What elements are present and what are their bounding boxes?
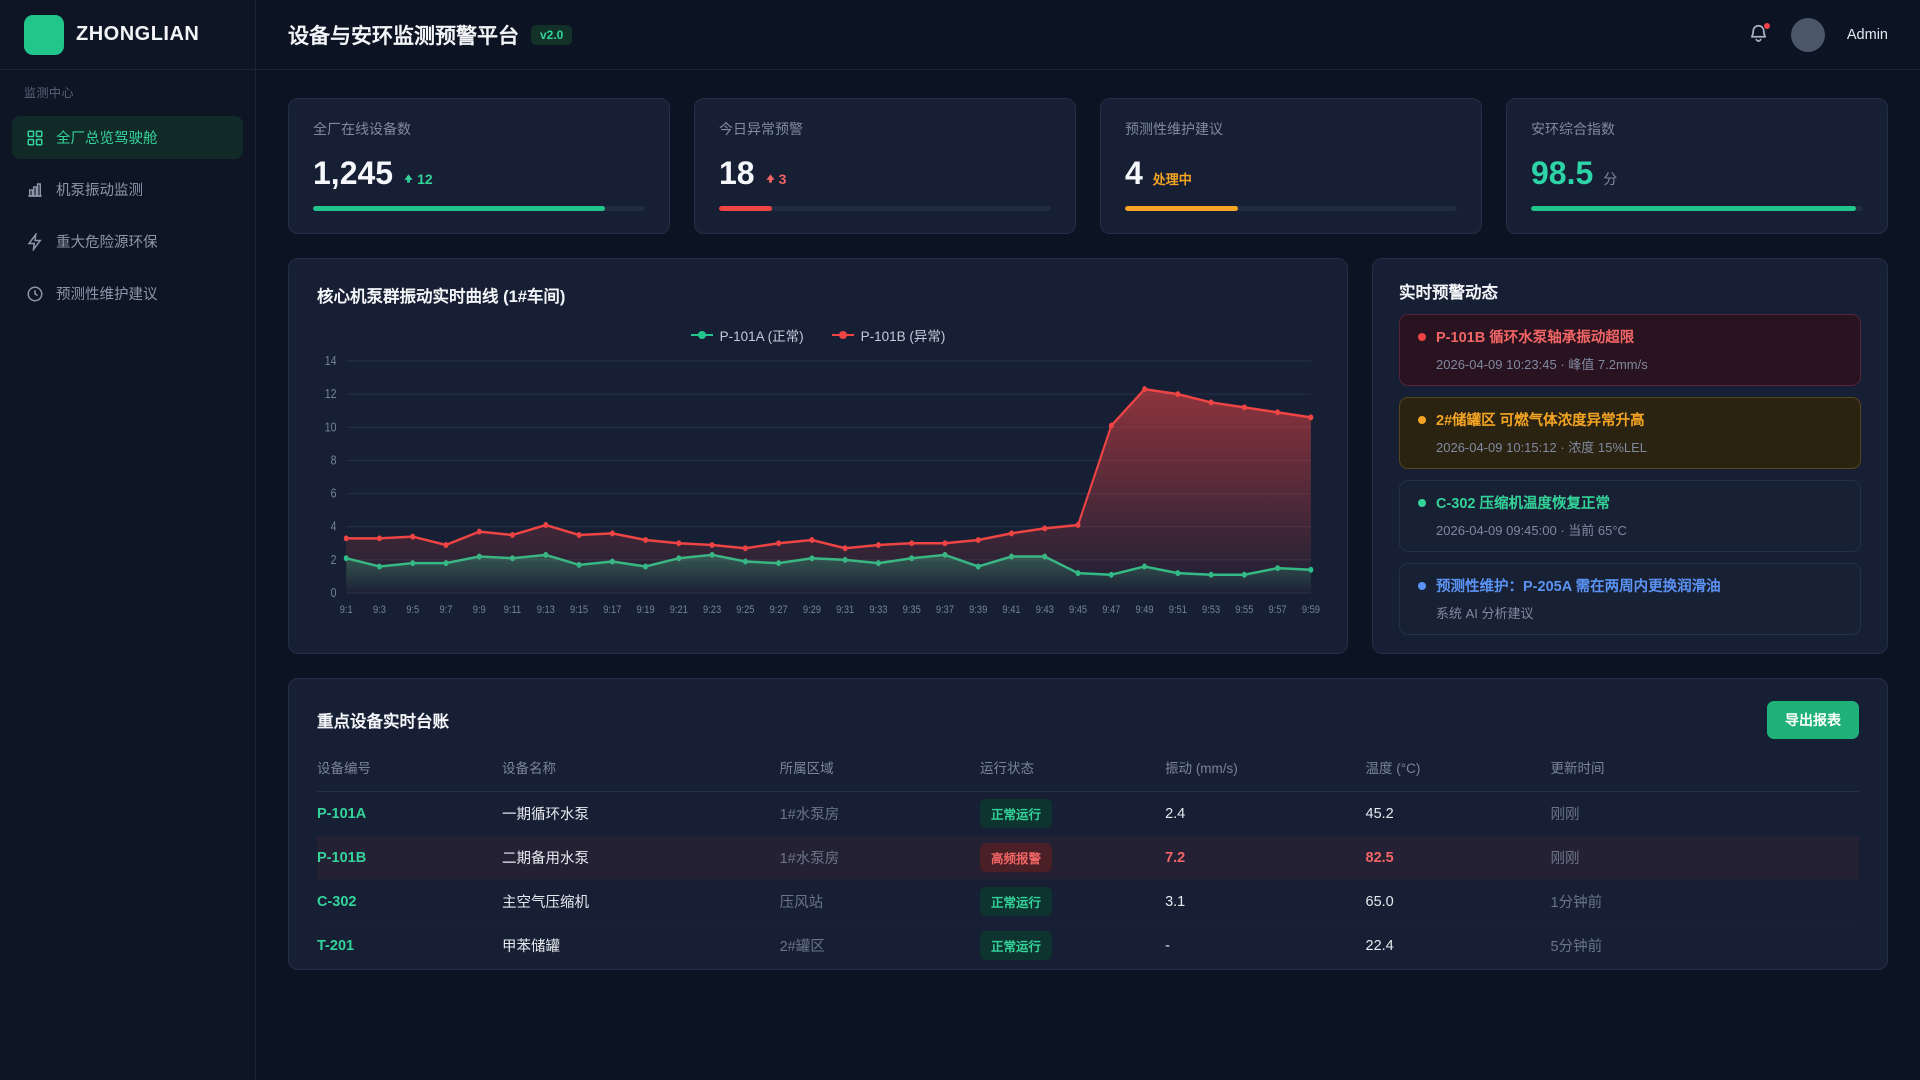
svg-text:9:57: 9:57 (1269, 604, 1287, 616)
svg-text:9:7: 9:7 (440, 604, 453, 616)
svg-text:9:37: 9:37 (936, 604, 954, 616)
svg-text:0: 0 (331, 585, 337, 600)
svg-text:9:25: 9:25 (736, 604, 754, 616)
svg-text:9:9: 9:9 (473, 604, 486, 616)
svg-text:2: 2 (331, 552, 337, 567)
svg-text:6: 6 (331, 485, 337, 500)
svg-text:9:39: 9:39 (969, 604, 987, 616)
svg-text:9:41: 9:41 (1002, 604, 1020, 616)
svg-text:9:21: 9:21 (670, 604, 688, 616)
svg-text:9:55: 9:55 (1235, 604, 1253, 616)
svg-text:9:35: 9:35 (903, 604, 921, 616)
svg-text:9:43: 9:43 (1036, 604, 1054, 616)
svg-text:9:11: 9:11 (504, 604, 522, 616)
svg-text:12: 12 (325, 386, 337, 401)
svg-text:9:15: 9:15 (570, 604, 588, 616)
svg-text:14: 14 (325, 353, 337, 368)
svg-text:9:27: 9:27 (770, 604, 788, 616)
svg-text:9:33: 9:33 (869, 604, 887, 616)
svg-text:9:19: 9:19 (637, 604, 655, 616)
svg-text:9:5: 9:5 (406, 604, 419, 616)
svg-text:9:3: 9:3 (373, 604, 386, 616)
svg-text:9:31: 9:31 (836, 604, 854, 616)
svg-text:9:29: 9:29 (803, 604, 821, 616)
svg-text:9:1: 9:1 (340, 604, 353, 616)
svg-text:9:17: 9:17 (603, 604, 621, 616)
svg-text:9:59: 9:59 (1302, 604, 1320, 616)
svg-text:9:51: 9:51 (1169, 604, 1187, 616)
svg-text:9:13: 9:13 (537, 604, 555, 616)
svg-text:9:53: 9:53 (1202, 604, 1220, 616)
svg-text:9:49: 9:49 (1135, 604, 1153, 616)
svg-text:8: 8 (331, 452, 337, 467)
svg-text:9:45: 9:45 (1069, 604, 1087, 616)
svg-text:9:47: 9:47 (1102, 604, 1120, 616)
svg-text:4: 4 (331, 519, 337, 534)
svg-text:9:23: 9:23 (703, 604, 721, 616)
svg-text:10: 10 (325, 419, 337, 434)
